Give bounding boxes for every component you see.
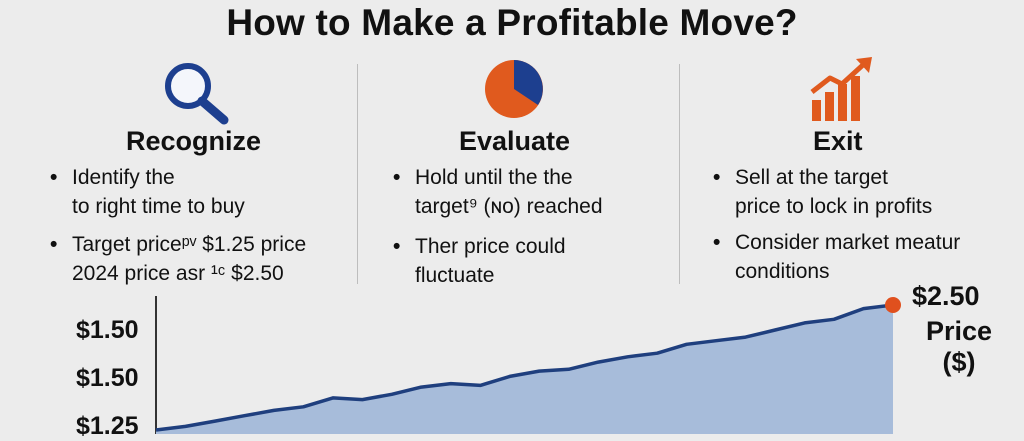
bullet-line: conditions	[735, 260, 830, 283]
bullet-dot: •	[713, 166, 721, 189]
bullet-line: to right time to buy	[72, 195, 245, 218]
column-divider	[679, 64, 680, 284]
pie-chart-icon	[480, 58, 550, 125]
bullet-dot: •	[50, 233, 58, 256]
end-point-marker	[885, 297, 901, 313]
bullet-item: • Consider market meatur conditions	[713, 228, 960, 286]
bullet-line: Ther price could	[415, 235, 566, 258]
bullet-dot: •	[393, 235, 401, 258]
rising-bars-icon	[808, 52, 878, 129]
column-divider	[357, 64, 358, 284]
y-tick-label: $1.25	[76, 412, 139, 440]
column-title: Recognize	[126, 126, 262, 156]
bullet-line: Target priceᵖᵛ $1.25 price	[72, 233, 307, 256]
area-fill	[156, 305, 893, 434]
y-tick-label: $1.50	[76, 364, 139, 392]
bullet-line: Sell at the target	[735, 166, 888, 189]
bullet-line: fluctuate	[415, 264, 495, 287]
bullet-dot: •	[713, 231, 721, 254]
price-line	[155, 303, 894, 432]
bullet-line: Consider market meatur	[735, 231, 961, 254]
bullet-dot: •	[393, 166, 401, 189]
column-title: Evaluate	[459, 126, 571, 156]
y-axis-label: Price ($)	[925, 316, 993, 377]
bullet-item: • Ther price could fluctuate	[393, 232, 566, 290]
bullet-line: Hold until the the	[415, 166, 573, 189]
bullet-line: 2024 price asr ¹ᶜ $2.50	[72, 262, 284, 285]
bullet-line: Identify the	[72, 166, 175, 189]
bullet-line: target⁹ (ɴᴏ) reached	[415, 195, 603, 218]
bullet-dot: •	[50, 166, 58, 189]
magnifier-icon	[160, 60, 236, 131]
bullet-line: price to lock in profits	[735, 195, 933, 218]
bullet-item: • Sell at the target price to lock in pr…	[713, 163, 932, 221]
bullet-item: • Target priceᵖᵛ $1.25 price 2024 price …	[50, 230, 306, 288]
column-title: Exit	[813, 126, 863, 156]
page-title: How to Make a Profitable Move?	[226, 2, 798, 43]
bullet-item: • Identify the to right time to buy	[50, 163, 245, 221]
bullet-item: • Hold until the the target⁹ (ɴᴏ) reache…	[393, 163, 603, 221]
y-tick-label: $1.50	[76, 316, 139, 344]
end-value-label: $2.50	[912, 281, 980, 311]
